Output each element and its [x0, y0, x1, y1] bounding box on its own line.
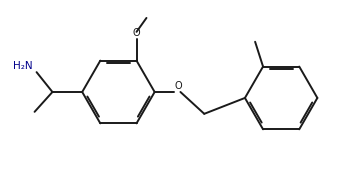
- Text: O: O: [175, 82, 183, 91]
- Text: O: O: [133, 28, 140, 38]
- Text: H₂N: H₂N: [13, 61, 33, 71]
